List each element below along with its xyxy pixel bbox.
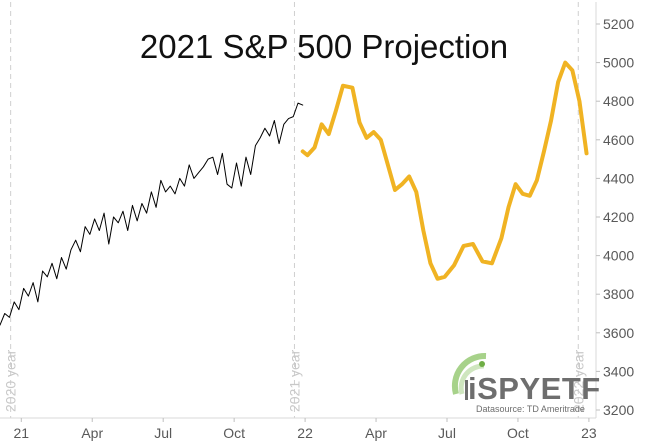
projection-line xyxy=(300,60,589,281)
y-tick-label-6: 4400 xyxy=(603,170,634,186)
chart-title: 2021 S&P 500 Projection xyxy=(140,28,508,65)
y-tick-label-2: 3600 xyxy=(603,325,634,341)
gridlines xyxy=(10,2,597,418)
x-tick-label-4: 22 xyxy=(297,425,313,441)
y-tick-label-5: 4200 xyxy=(603,209,634,225)
y-tick-label-0: 3200 xyxy=(603,402,634,418)
y-tick-label-1: 3400 xyxy=(603,363,634,379)
x-tick-label-0: 21 xyxy=(13,425,29,441)
x-axis: 21 Apr Jul Oct 22 Apr Jul Oct 23 xyxy=(0,417,597,441)
watermark-brand: iSPYETF xyxy=(468,371,601,406)
year-labels: 2020 year 2021 year 2022 year xyxy=(3,349,587,412)
year-label-2: 2022 year xyxy=(570,349,586,412)
y-axis: 3200 3400 3600 3800 4000 4200 4400 4600 4800 5000… xyxy=(596,16,634,418)
x-tick-label-2: Jul xyxy=(154,425,172,441)
watermark-datasource: Datasource: TD Ameritrade xyxy=(476,404,585,414)
sp500-history-line xyxy=(0,102,304,326)
ispyetf-logo-icon xyxy=(451,352,487,400)
series-group xyxy=(0,60,589,326)
x-tick-label-6: Jul xyxy=(438,425,456,441)
watermark: iSPYETF Datasource: TD Ameritrade xyxy=(451,352,601,414)
x-tick-label-3: Oct xyxy=(223,425,245,441)
x-tick-label-1: Apr xyxy=(81,425,103,441)
x-tick-label-8: 23 xyxy=(581,425,597,441)
year-label-0: 2020 year xyxy=(3,349,19,412)
y-tick-label-7: 4600 xyxy=(603,132,634,148)
y-tick-label-10: 5200 xyxy=(603,16,634,32)
year-label-1: 2021 year xyxy=(286,349,302,412)
x-tick-label-7: Oct xyxy=(507,425,529,441)
y-tick-label-3: 3800 xyxy=(603,286,634,302)
y-tick-label-9: 5000 xyxy=(603,55,634,71)
y-tick-label-8: 4800 xyxy=(603,93,634,109)
x-tick-label-5: Apr xyxy=(365,425,387,441)
y-tick-label-4: 4000 xyxy=(603,248,634,264)
